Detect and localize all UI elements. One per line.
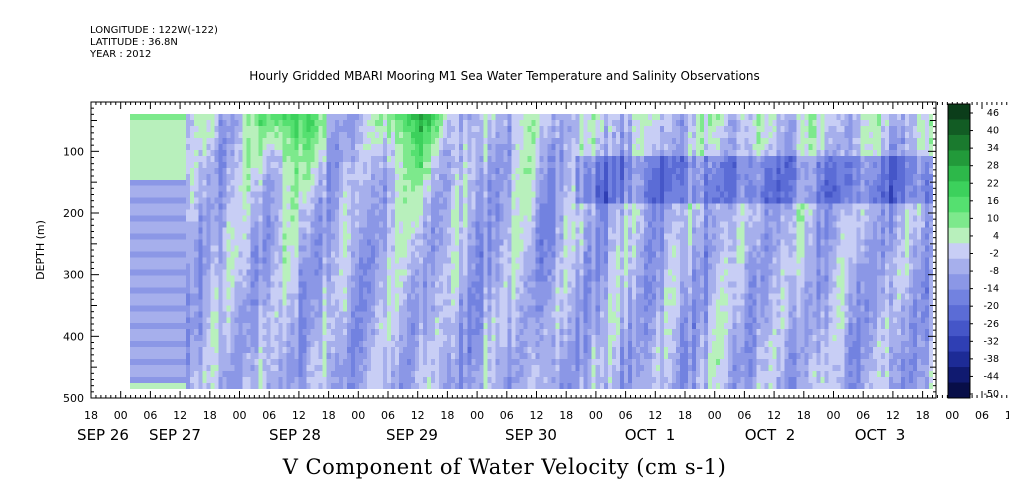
colorbar-swatch <box>948 165 970 182</box>
x-tick-label: 06 <box>262 409 276 422</box>
x-tick-label: 18 <box>322 409 336 422</box>
x-tick-label: 06 <box>856 409 870 422</box>
x-day-label: SEP 28 <box>269 426 321 444</box>
colorbar-swatch <box>948 243 970 260</box>
x-tick-label: 00 <box>470 409 484 422</box>
x-tick-label: 18 <box>559 409 573 422</box>
colorbar-swatch <box>948 367 970 384</box>
x-tick-label: 06 <box>381 409 395 422</box>
x-tick-label: 12 <box>886 409 900 422</box>
x-day-label: OCT 2 <box>745 426 796 444</box>
y-axis-label: DEPTH (m) <box>34 220 47 280</box>
x-tick-label: 00 <box>233 409 247 422</box>
colorbar: 46 40 34 28 22 16 10 4 -2 -8 -14 -20 -26 -32 -38 -44 -50 <box>947 103 999 400</box>
x-tick-label: 00 <box>945 409 959 422</box>
colorbar-label: -2 <box>990 249 999 260</box>
x-tick-label: 06 <box>619 409 633 422</box>
colorbar-swatch <box>948 104 970 120</box>
heatmap-field <box>130 114 933 389</box>
colorbar-frame <box>947 103 971 399</box>
colorbar-label: -8 <box>990 266 999 277</box>
y-tick-label: 200 <box>63 207 84 220</box>
x-day-label: SEP 30 <box>505 426 557 444</box>
x-tick-label: 00 <box>827 409 841 422</box>
x-tick-label: 12 <box>411 409 425 422</box>
x-tick-label: 00 <box>351 409 365 422</box>
colorbar-swatch <box>948 258 970 275</box>
colorbar-swatch <box>948 320 970 337</box>
x-day-label: SEP 29 <box>386 426 438 444</box>
colorbar-label: -20 <box>983 301 999 312</box>
x-tick-label: 12 <box>530 409 544 422</box>
colorbar-label: -14 <box>983 284 999 295</box>
colorbar-swatch <box>948 181 970 198</box>
colorbar-label: 22 <box>987 178 999 189</box>
x-tick-label: 06 <box>737 409 751 422</box>
x-tick-label: 18 <box>440 409 454 422</box>
colorbar-label: -32 <box>983 336 999 347</box>
x-tick-label: 12 <box>648 409 662 422</box>
x-tick-label: 18 <box>84 409 98 422</box>
colorbar-label: 16 <box>987 196 999 207</box>
colorbar-swatch <box>948 227 970 244</box>
x-tick-label: 12 <box>1005 409 1009 422</box>
x-tick-label: 18 <box>203 409 217 422</box>
x-axis: 18 00 06 12 18 00 06 12 18 00 06 12 18 00 06 12 18 00 06 12… <box>77 102 1009 444</box>
x-axis-label: V Component of Water Velocity (cm s-1) <box>282 455 727 479</box>
colorbar-swatch <box>948 274 970 291</box>
colorbar-label: 46 <box>987 108 999 119</box>
x-tick-label: 18 <box>678 409 692 422</box>
colorbar-label: -44 <box>983 371 999 382</box>
colorbar-label: 28 <box>987 161 999 172</box>
colorbar-swatch <box>948 289 970 306</box>
colorbar-swatch <box>948 382 970 399</box>
colorbar-label: -38 <box>983 354 999 365</box>
y-tick-label: 400 <box>63 330 84 343</box>
x-tick-label: 18 <box>797 409 811 422</box>
x-tick-label: 18 <box>916 409 930 422</box>
longitude-label: LONGITUDE : 122W(-122) <box>90 25 218 36</box>
x-tick-label: 06 <box>500 409 514 422</box>
colorbar-label: 4 <box>993 231 999 242</box>
x-day-label: OCT 1 <box>625 426 676 444</box>
x-day-label: OCT 3 <box>855 426 906 444</box>
y-tick-label: 500 <box>63 392 84 405</box>
x-tick-label: 00 <box>589 409 603 422</box>
colorbar-swatch <box>948 196 970 213</box>
x-tick-label: 06 <box>143 409 157 422</box>
y-tick-label: 100 <box>63 145 84 158</box>
x-tick-label: 00 <box>708 409 722 422</box>
chart-title: Hourly Gridded MBARI Mooring M1 Sea Wate… <box>249 69 760 83</box>
x-day-label: SEP 26 <box>77 426 129 444</box>
x-tick-label: 00 <box>114 409 128 422</box>
colorbar-swatch <box>948 150 970 167</box>
x-day-label: SEP 27 <box>149 426 201 444</box>
colorbar-swatch <box>948 134 970 151</box>
y-axis: 100 200 300 400 500 <box>63 101 936 405</box>
colorbar-swatch <box>948 336 970 353</box>
colorbar-label: 34 <box>987 143 999 154</box>
colorbar-swatch <box>948 212 970 229</box>
colorbar-label: -26 <box>983 319 999 330</box>
x-tick-label: 06 <box>975 409 989 422</box>
y-tick-label: 300 <box>63 269 84 282</box>
colorbar-label: 10 <box>987 213 999 224</box>
colorbar-label: -50 <box>983 389 999 400</box>
year-label: YEAR : 2012 <box>90 49 152 60</box>
colorbar-swatch <box>948 305 970 322</box>
latitude-label: LATITUDE : 36.8N <box>90 37 178 48</box>
x-tick-label: 12 <box>292 409 306 422</box>
colorbar-label: 40 <box>987 126 999 137</box>
x-tick-label: 12 <box>173 409 187 422</box>
x-tick-label: 12 <box>767 409 781 422</box>
colorbar-swatch <box>948 351 970 368</box>
colorbar-swatch <box>948 119 970 136</box>
